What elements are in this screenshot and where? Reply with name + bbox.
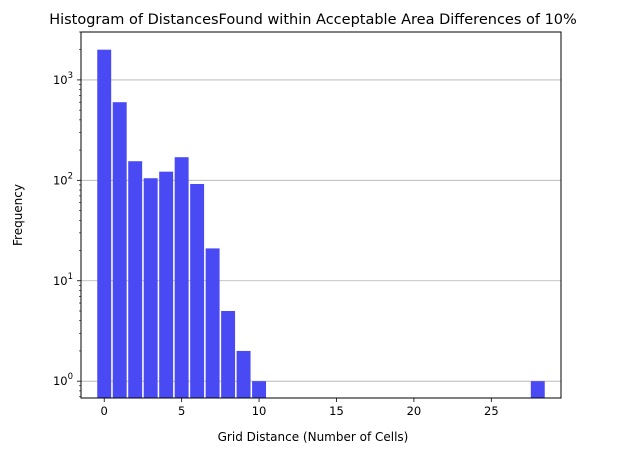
bar-9 bbox=[236, 350, 251, 398]
x-tick-label-10: 10 bbox=[252, 404, 267, 418]
bar-8 bbox=[221, 310, 236, 398]
bar-4 bbox=[159, 171, 174, 398]
bar-0 bbox=[97, 49, 112, 398]
bar-7 bbox=[205, 248, 220, 398]
bar-6 bbox=[190, 183, 205, 398]
y-tick-label-0: 100 bbox=[53, 372, 73, 388]
y-axis-label: Frequency bbox=[11, 184, 25, 246]
x-tick-label-20: 20 bbox=[407, 404, 422, 418]
plot-frame bbox=[80, 31, 562, 399]
bar-3 bbox=[143, 178, 158, 398]
x-tick-label-0: 0 bbox=[101, 404, 108, 418]
bar-5 bbox=[174, 157, 189, 398]
bar-2 bbox=[128, 161, 143, 398]
x-axis-label: Grid Distance (Number of Cells) bbox=[218, 430, 409, 444]
bars-group bbox=[97, 49, 545, 398]
y-tick-label-2: 102 bbox=[53, 171, 73, 187]
y-tick-label-1: 101 bbox=[53, 272, 73, 288]
y-axis-ticks: 100 101 102 103 bbox=[53, 31, 81, 398]
y-tick-label-3: 103 bbox=[53, 71, 73, 87]
bar-28 bbox=[530, 381, 545, 398]
x-axis-ticks: 0 5 10 15 20 25 bbox=[101, 398, 499, 418]
bar-1 bbox=[112, 102, 127, 398]
x-tick-label-25: 25 bbox=[484, 404, 499, 418]
x-tick-label-15: 15 bbox=[329, 404, 344, 418]
bar-10 bbox=[252, 381, 267, 398]
x-tick-label-5: 5 bbox=[178, 404, 185, 418]
chart-title: Histogram of DistancesFound within Accep… bbox=[49, 12, 577, 28]
